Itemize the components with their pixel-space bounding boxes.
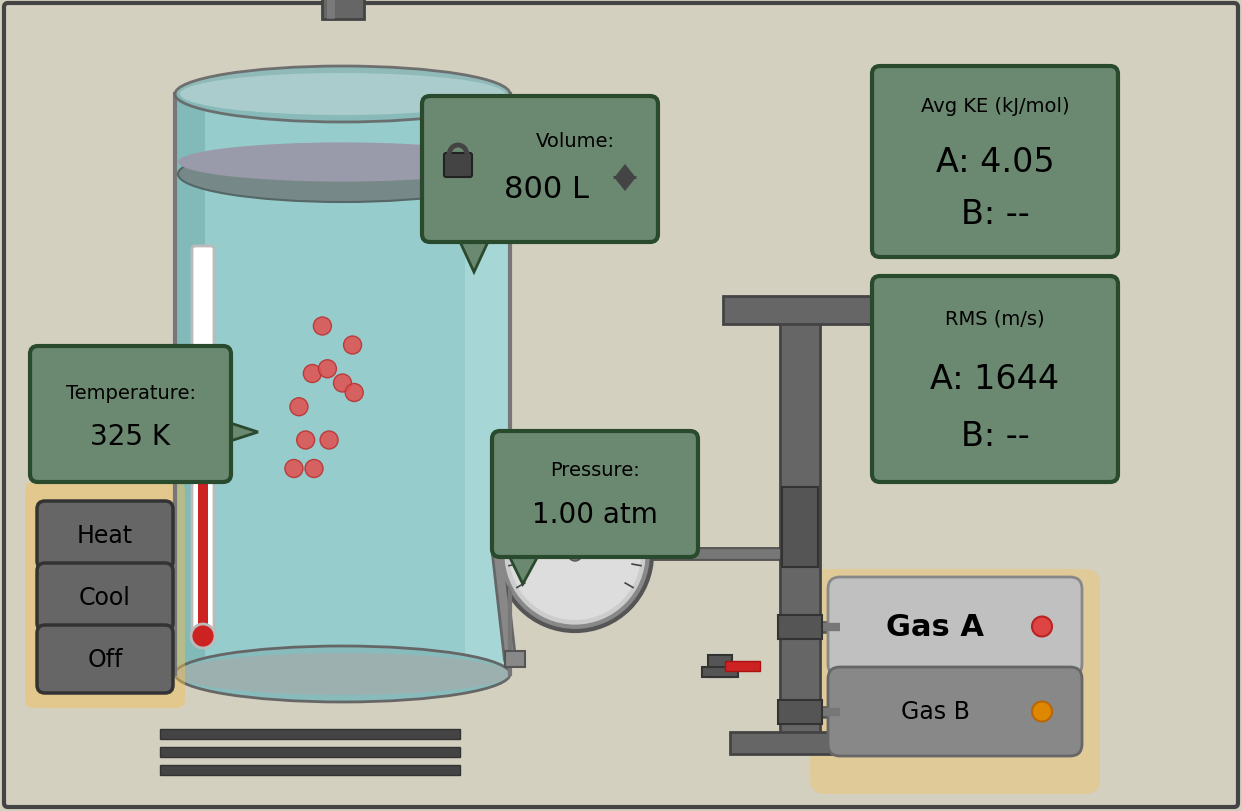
FancyBboxPatch shape (872, 277, 1118, 483)
Ellipse shape (178, 144, 507, 182)
Ellipse shape (175, 646, 510, 702)
Text: Cool: Cool (79, 586, 130, 609)
Polygon shape (456, 234, 492, 272)
Bar (782, 487, 818, 568)
Bar (160, 747, 460, 757)
FancyBboxPatch shape (810, 569, 1100, 794)
Circle shape (568, 547, 582, 561)
Text: Heat: Heat (77, 523, 133, 547)
Bar (197, 473, 207, 636)
Circle shape (284, 460, 303, 478)
Text: Off: Off (87, 647, 123, 672)
Bar (730, 732, 869, 754)
FancyBboxPatch shape (37, 564, 173, 631)
Bar (777, 615, 822, 639)
Circle shape (313, 318, 332, 336)
Circle shape (1032, 702, 1052, 722)
Bar (702, 667, 738, 677)
FancyBboxPatch shape (422, 97, 658, 242)
Circle shape (320, 431, 338, 449)
FancyBboxPatch shape (37, 501, 173, 569)
Circle shape (344, 337, 361, 354)
Circle shape (1032, 616, 1052, 637)
Text: B: --: B: -- (960, 198, 1030, 231)
FancyBboxPatch shape (30, 346, 231, 483)
FancyBboxPatch shape (37, 625, 173, 693)
Ellipse shape (175, 653, 510, 695)
Circle shape (318, 360, 337, 378)
Bar (465, 95, 510, 679)
Bar (780, 320, 820, 749)
Text: Volume:: Volume: (535, 131, 615, 151)
Text: A: 4.05: A: 4.05 (935, 146, 1054, 178)
Text: 800 L: 800 L (504, 175, 589, 204)
Circle shape (306, 460, 323, 478)
FancyBboxPatch shape (443, 154, 472, 178)
Circle shape (509, 488, 641, 620)
Bar (723, 297, 878, 324)
Text: RMS (m/s): RMS (m/s) (945, 309, 1045, 328)
Text: B: --: B: -- (960, 420, 1030, 453)
FancyBboxPatch shape (4, 4, 1238, 807)
FancyBboxPatch shape (25, 483, 185, 708)
Circle shape (498, 478, 652, 631)
Ellipse shape (175, 67, 510, 122)
Text: Gas B: Gas B (900, 700, 970, 723)
Bar (322, 0, 364, 20)
Text: 325 K: 325 K (91, 422, 170, 450)
Circle shape (289, 398, 308, 416)
Polygon shape (614, 177, 637, 191)
Text: Avg KE (kJ/mol): Avg KE (kJ/mol) (920, 97, 1069, 116)
Polygon shape (614, 165, 637, 180)
Text: Gas A: Gas A (886, 612, 984, 642)
Bar (725, 661, 760, 672)
Ellipse shape (180, 74, 505, 116)
Bar (160, 729, 460, 739)
Circle shape (303, 365, 322, 383)
Bar (708, 655, 732, 677)
FancyBboxPatch shape (492, 431, 698, 557)
Bar (175, 95, 510, 679)
Text: Pressure:: Pressure: (550, 461, 640, 480)
Circle shape (297, 431, 314, 449)
FancyBboxPatch shape (828, 667, 1082, 756)
Circle shape (191, 624, 215, 648)
Text: 1.00 atm: 1.00 atm (532, 500, 658, 528)
Circle shape (345, 384, 363, 402)
FancyBboxPatch shape (872, 67, 1118, 258)
Circle shape (503, 483, 647, 626)
Bar (777, 700, 822, 723)
Bar (505, 651, 525, 667)
Polygon shape (505, 549, 542, 584)
Circle shape (334, 375, 351, 393)
FancyBboxPatch shape (828, 577, 1082, 676)
Text: Temperature:: Temperature: (66, 384, 195, 402)
Bar (160, 765, 460, 775)
FancyBboxPatch shape (193, 247, 214, 642)
Ellipse shape (178, 147, 507, 203)
Polygon shape (221, 420, 258, 444)
Bar (175, 95, 205, 679)
Bar (327, 0, 334, 20)
Text: A: 1644: A: 1644 (930, 363, 1059, 396)
